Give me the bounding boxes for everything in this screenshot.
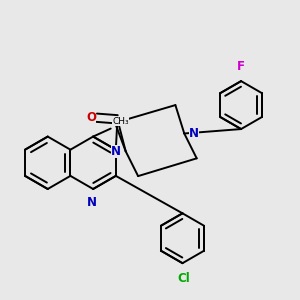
Text: N: N: [111, 145, 121, 158]
Text: F: F: [237, 60, 245, 73]
Text: N: N: [86, 196, 97, 209]
Text: N: N: [189, 127, 199, 140]
Text: O: O: [86, 111, 96, 124]
Text: CH₃: CH₃: [112, 117, 129, 126]
Text: Cl: Cl: [178, 272, 190, 285]
